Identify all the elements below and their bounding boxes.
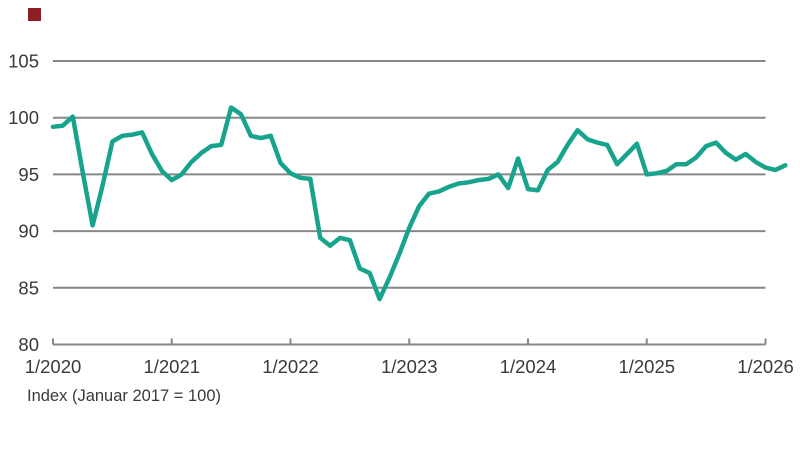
x-axis-label-1-2021: 1/2021 (143, 356, 200, 377)
y-axis-label-95: 95 (18, 164, 39, 185)
x-axis-label-1-2020: 1/2020 (25, 356, 82, 377)
y-axis-label-100: 100 (8, 107, 39, 128)
data-series-layer (50, 105, 788, 302)
x-axis-label-1-2022: 1/2022 (262, 356, 319, 377)
x-axis-label-1-2023: 1/2023 (381, 356, 438, 377)
y-axis-label-105: 105 (8, 51, 39, 72)
axis-layer: 80 85 90 95 100 105 1/2020 1/2021 1/2022 1/2023 1/… (8, 51, 794, 378)
chart-caption: Index (Januar 2017 = 100) (27, 387, 221, 405)
data-series-line (50, 105, 788, 302)
x-axis-label-1-2024: 1/2024 (500, 356, 557, 377)
brand-mark-square (28, 8, 41, 21)
x-axis-label-1-2026: 1/2026 (737, 356, 794, 377)
x-axis-label-1-2025: 1/2025 (618, 356, 675, 377)
gridline-layer (53, 60, 766, 346)
y-axis-label-90: 90 (18, 221, 39, 242)
y-axis-label-80: 80 (18, 334, 39, 355)
y-axis-label-85: 85 (18, 277, 39, 298)
